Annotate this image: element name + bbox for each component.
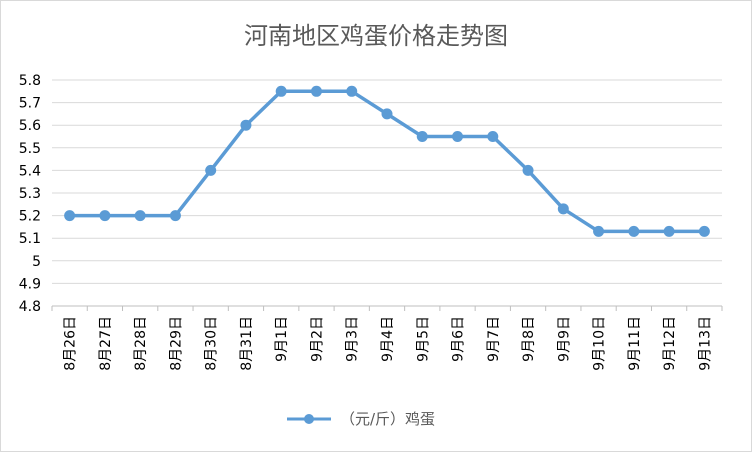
data-point (628, 225, 640, 237)
data-point (487, 131, 499, 142)
x-tick-label: 8月28日 (133, 316, 149, 371)
x-tick-label: 9月1日 (274, 316, 290, 362)
x-tick-label: 9月8日 (521, 316, 537, 362)
series-group (64, 85, 710, 237)
y-tick-label: 5.1 (19, 231, 41, 247)
x-tick-label: 9月2日 (309, 316, 325, 362)
y-tick-label: 4.9 (19, 276, 41, 292)
data-point (169, 210, 181, 222)
legend-marker-swatch (304, 414, 314, 424)
y-tick-label: 5.8 (19, 73, 41, 89)
data-point (557, 203, 569, 215)
y-tick-label: 5.2 (19, 209, 41, 225)
x-tick-label: 9月13日 (697, 316, 713, 371)
x-tick-label: 9月5日 (415, 316, 431, 362)
data-point (452, 131, 464, 142)
y-tick-label: 4.8 (19, 299, 41, 315)
data-point (593, 225, 605, 237)
x-tick-label: 9月4日 (380, 316, 396, 362)
data-point (522, 164, 534, 176)
x-tick-label: 8月30日 (204, 316, 220, 371)
x-tick-label: 9月7日 (486, 316, 502, 362)
y-tick-label: 5.3 (19, 186, 41, 202)
x-tick-label: 9月10日 (592, 316, 608, 371)
x-tick-label: 8月26日 (63, 316, 79, 371)
x-tick-label: 8月27日 (98, 316, 114, 371)
data-point (346, 85, 358, 97)
y-axis-tick-labels: 4.8 4.9 5 5.1 5.2 5.3 5.4 5.5 5.6 5.7 5.8 (19, 73, 41, 315)
data-point (416, 131, 428, 142)
data-point (381, 108, 393, 120)
data-point (134, 210, 146, 222)
data-point (64, 210, 76, 222)
y-tick-label: 5 (32, 254, 41, 270)
x-tick-label: 9月9日 (556, 316, 572, 362)
y-tick-label: 5.5 (19, 141, 41, 157)
chart-title: 河南地区鸡蛋价格走势图 (244, 22, 508, 50)
x-tick-label: 9月11日 (627, 316, 643, 371)
x-axis-tick-labels: 8月26日 8月27日 8月28日 8月29日 8月30日 8月31日 9月1日 9月2日 9月… (63, 316, 714, 371)
y-tick-label: 5.7 (19, 96, 41, 112)
x-tick-label: 8月29日 (168, 316, 184, 371)
legend: （元/斤）鸡蛋 (287, 410, 435, 428)
x-tick-label: 8月31日 (239, 316, 255, 371)
y-tick-label: 5.6 (19, 118, 41, 134)
data-point (663, 225, 675, 237)
x-tick-label: 9月12日 (662, 316, 678, 371)
y-tick-label: 5.4 (19, 163, 41, 179)
data-point (698, 225, 710, 237)
data-point (99, 210, 111, 222)
legend-label: （元/斤）鸡蛋 (340, 410, 435, 428)
x-axis (51, 305, 723, 311)
data-point (275, 85, 287, 97)
x-tick-label: 9月6日 (451, 316, 467, 362)
x-tick-label: 9月3日 (345, 316, 361, 362)
data-point (310, 85, 322, 97)
data-point (205, 164, 217, 176)
data-point (240, 119, 252, 131)
